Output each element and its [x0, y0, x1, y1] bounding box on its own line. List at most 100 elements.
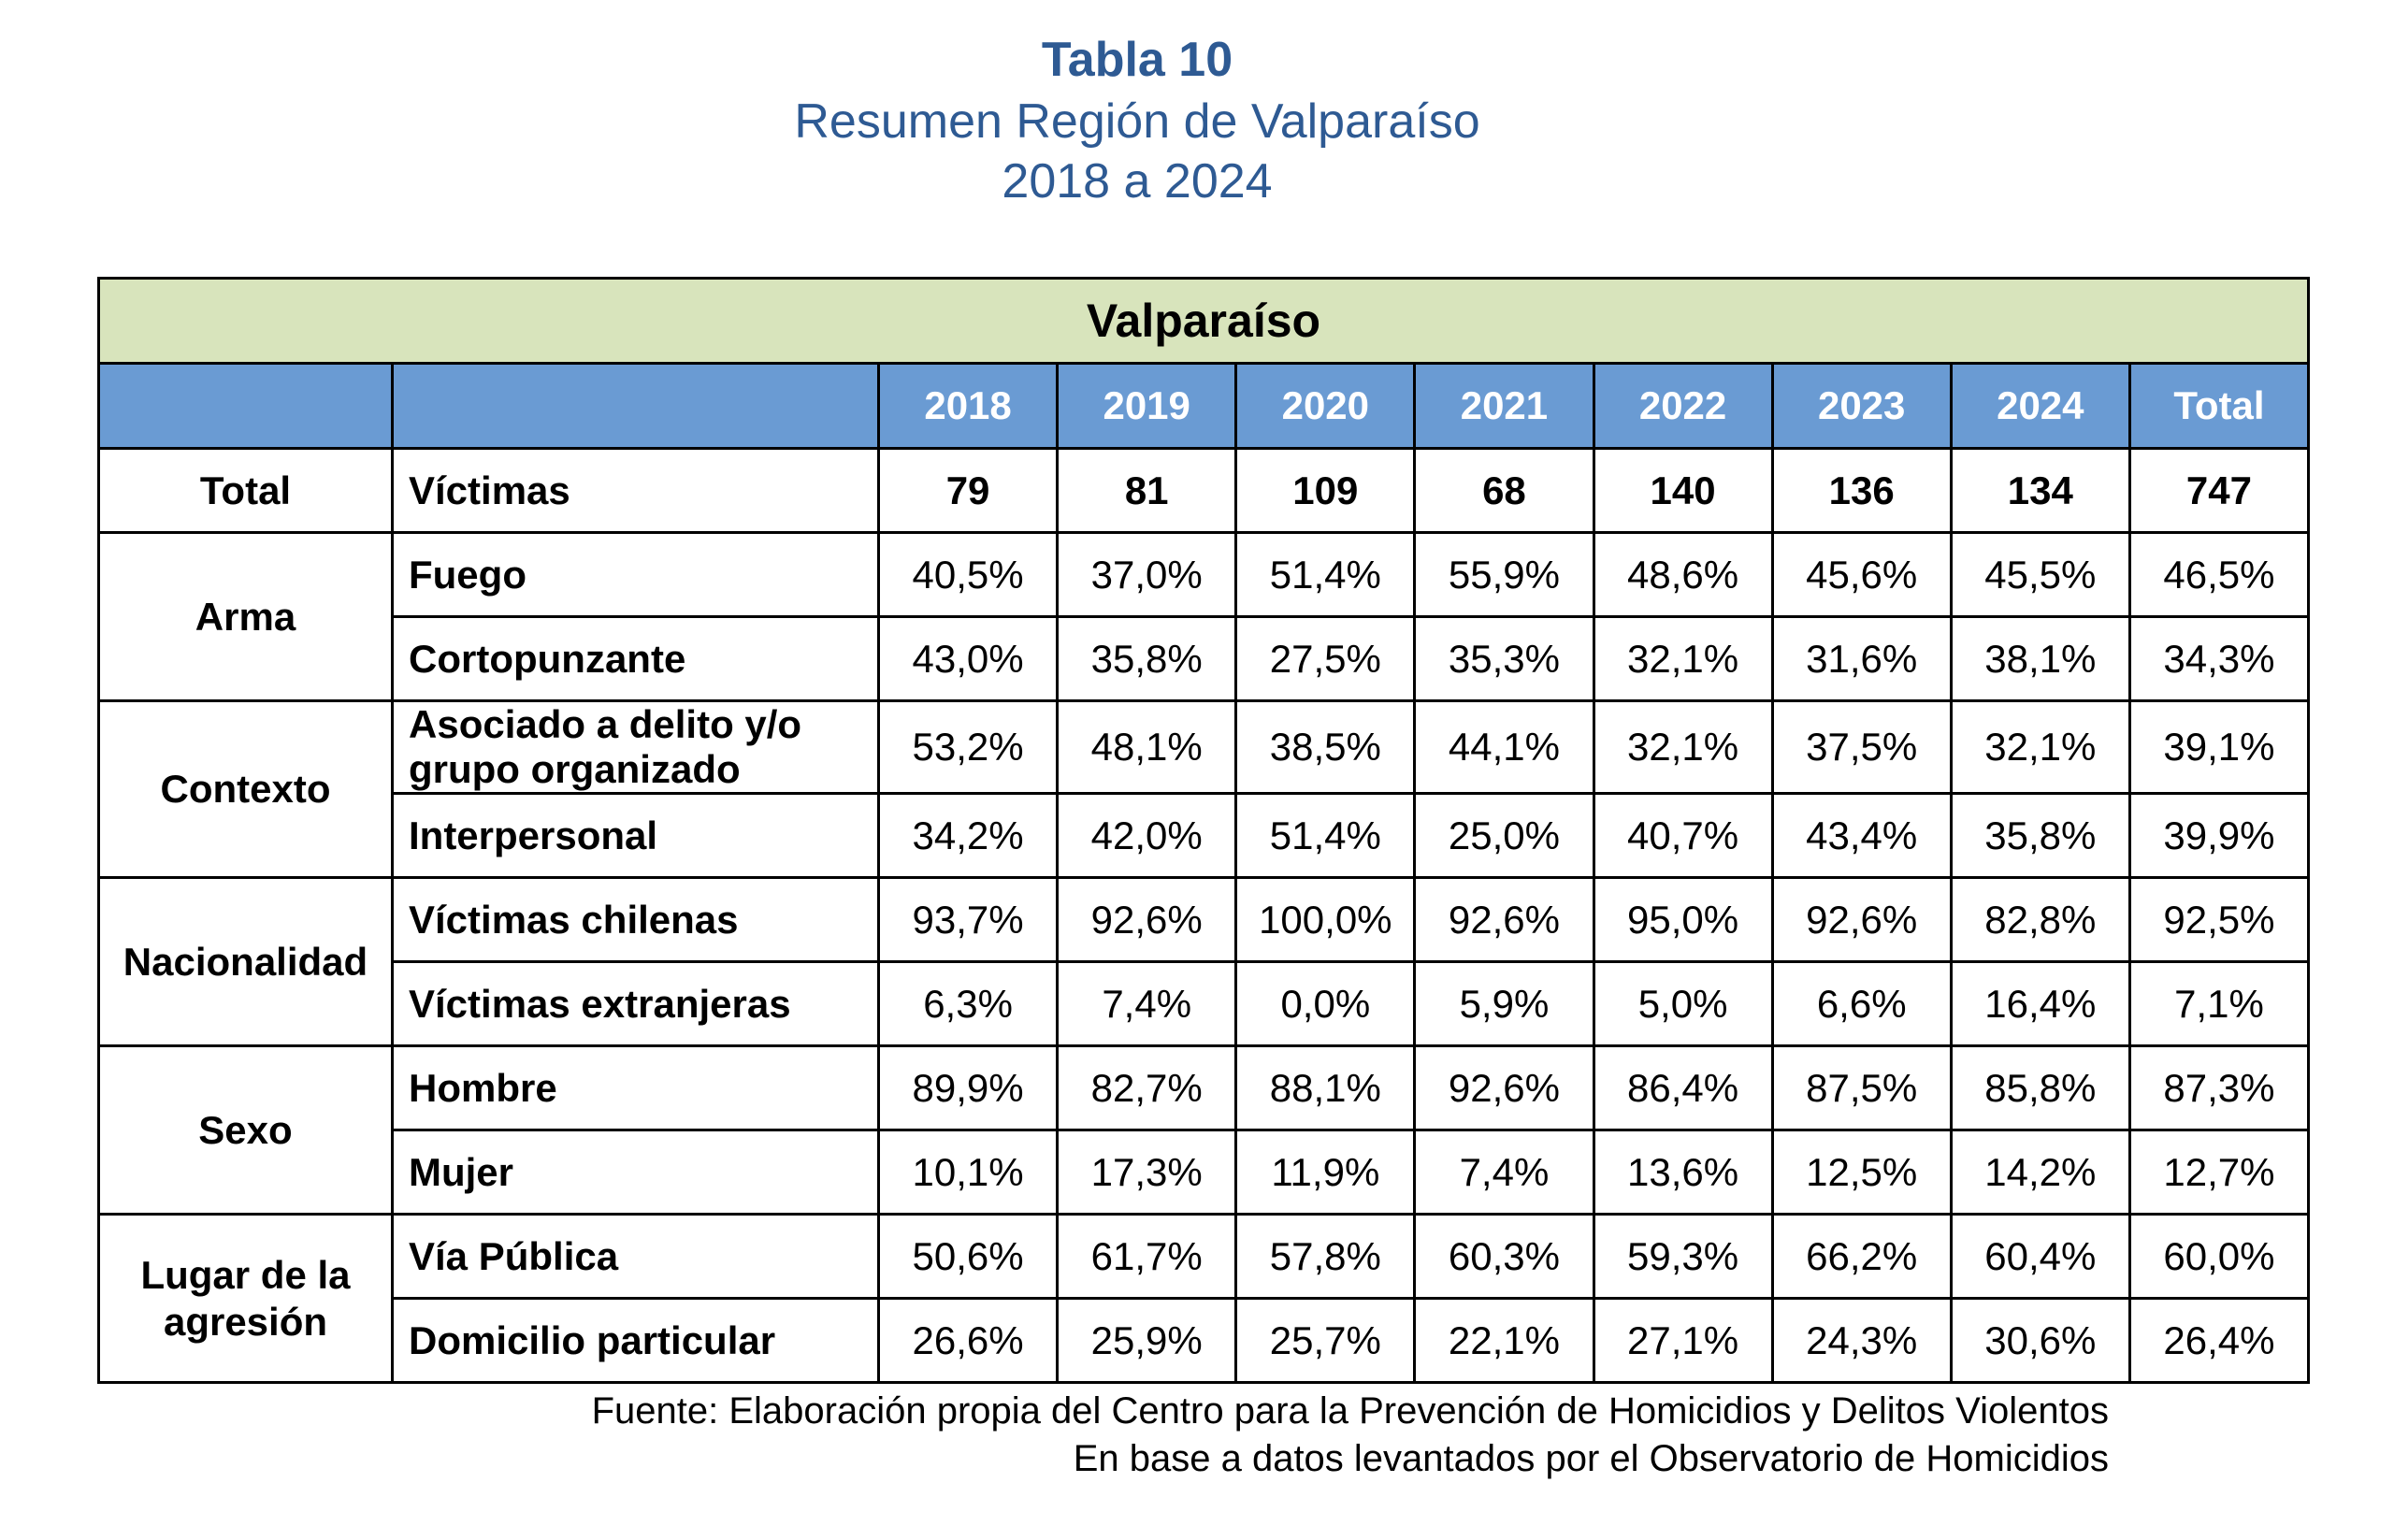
table-row: Cortopunzante 43,0% 35,8% 27,5% 35,3% 32,1% 31… [99, 615, 2311, 702]
table-cell: 59,3% [1592, 1213, 1774, 1300]
table-cell: 68 [1413, 447, 1595, 534]
region-name: Valparaíso [97, 277, 2310, 365]
table-cell: 7,1% [2127, 960, 2311, 1047]
table-cell: 61,7% [1056, 1213, 1238, 1300]
table-row: Sexo Hombre 89,9% 82,7% 88,1% 92,6% 86,4% 87,5%… [97, 1044, 2311, 1216]
table-cell: 25,0% [1413, 792, 1595, 879]
table-cell: 34,2% [876, 792, 1060, 879]
table-number: Tabla 10 [1041, 33, 1233, 87]
table-cell: 24,3% [1770, 1297, 1953, 1384]
table-cell: 32,1% [1592, 699, 1774, 795]
table-cell: 32,1% [1592, 615, 1774, 702]
row-label: Víctimas chilenas [391, 876, 880, 963]
table-cell: 50,6% [876, 1213, 1060, 1300]
source-line-1: Fuente: Elaboración propia del Centro pa… [591, 1390, 2109, 1432]
table-cell: 37,5% [1770, 699, 1953, 795]
table-cell: 87,3% [2127, 1044, 2311, 1131]
table-cell: 82,7% [1056, 1044, 1238, 1131]
table-cell: 6,3% [876, 960, 1060, 1047]
table-row: Nacionalidad Víctimas chilenas 93,7% 92,6% 1… [97, 876, 2311, 1047]
table-cell: 11,9% [1234, 1129, 1417, 1216]
table-cell: 43,0% [876, 615, 1060, 702]
table-cell: 31,6% [1770, 615, 1953, 702]
row-category: Sexo [97, 1044, 394, 1216]
table-row: Mujer 10,1% 17,3% 11,9% 7,4% 13,6% 12,5% 14,2% 1… [99, 1129, 2311, 1216]
table-cell: 42,0% [1056, 792, 1238, 879]
row-category: Contexto [97, 699, 394, 879]
table-cell: 17,3% [1056, 1129, 1238, 1216]
table-cell: 88,1% [1234, 1044, 1417, 1131]
header-blank-category [97, 362, 394, 450]
table-cell: 30,6% [1949, 1297, 2131, 1384]
table-cell: 39,9% [2127, 792, 2311, 879]
source-line-2: En base a datos levantados por el Observ… [1073, 1438, 2109, 1479]
row-label: Víctimas [391, 447, 880, 534]
table-cell: 7,4% [1056, 960, 1238, 1047]
table-cell: 747 [2127, 447, 2311, 534]
table-row: Domicilio particular 26,6% 25,9% 25,7% 22,1%… [99, 1297, 2311, 1384]
table-cell: 37,0% [1056, 531, 1238, 618]
row-category: Arma [97, 531, 394, 702]
source-note: Fuente: Elaboración propia del Centro pa… [0, 1388, 2109, 1483]
table-cell: 38,1% [1949, 615, 2131, 702]
row-label: Domicilio particular [391, 1297, 880, 1384]
table-cell: 79 [876, 447, 1060, 534]
table-cell: 27,5% [1234, 615, 1417, 702]
table-cell: 89,9% [876, 1044, 1060, 1131]
table-row: Contexto Asociado a delito y/o grupo orga… [97, 699, 2311, 879]
row-label: Cortopunzante [391, 615, 880, 702]
table-cell: 140 [1592, 447, 1774, 534]
table-cell: 92,6% [1413, 876, 1595, 963]
table-cell: 109 [1234, 447, 1417, 534]
table-cell: 45,6% [1770, 531, 1953, 618]
table-cell: 95,0% [1592, 876, 1774, 963]
table-cell: 25,9% [1056, 1297, 1238, 1384]
table-row: Interpersonal 34,2% 42,0% 51,4% 25,0% 40,7% 43… [99, 792, 2311, 879]
table-cell: 40,7% [1592, 792, 1774, 879]
table-cell: 92,5% [2127, 876, 2311, 963]
row-label: Fuego [391, 531, 880, 618]
table-cell: 43,4% [1770, 792, 1953, 879]
table-cell: 16,4% [1949, 960, 2131, 1047]
column-header-row: 2018 2019 2020 2021 2022 2023 2024 Total [97, 362, 2311, 450]
table-cell: 46,5% [2127, 531, 2311, 618]
header-blank-label [391, 362, 880, 450]
row-label: Vía Pública [391, 1213, 880, 1300]
table-cell: 5,0% [1592, 960, 1774, 1047]
header-2021: 2021 [1413, 362, 1595, 450]
region-header-row: Valparaíso [97, 277, 2310, 365]
table-cell: 53,2% [876, 699, 1060, 795]
summary-table: Valparaíso 2018 2019 2020 2021 2022 2023… [97, 277, 2311, 1384]
header-total: Total [2127, 362, 2311, 450]
row-label: Interpersonal [391, 792, 880, 879]
table-cell: 60,3% [1413, 1213, 1595, 1300]
header-2022: 2022 [1592, 362, 1774, 450]
table-cell: 82,8% [1949, 876, 2131, 963]
table-cell: 55,9% [1413, 531, 1595, 618]
row-category: Lugar de la agresión [97, 1213, 394, 1384]
row-label: Asociado a delito y/o grupo organizado [391, 699, 880, 795]
table-cell: 12,5% [1770, 1129, 1953, 1216]
table-cell: 26,6% [876, 1297, 1060, 1384]
table-cell: 48,1% [1056, 699, 1238, 795]
table-cell: 85,8% [1949, 1044, 2131, 1131]
table-cell: 34,3% [2127, 615, 2311, 702]
table-cell: 10,1% [876, 1129, 1060, 1216]
table-cell: 92,6% [1413, 1044, 1595, 1131]
table-cell: 86,4% [1592, 1044, 1774, 1131]
table-cell: 136 [1770, 447, 1953, 534]
header-2024: 2024 [1949, 362, 2131, 450]
table-cell: 40,5% [876, 531, 1060, 618]
table-cell: 0,0% [1234, 960, 1417, 1047]
header-2023: 2023 [1770, 362, 1953, 450]
row-label: Mujer [391, 1129, 880, 1216]
table-cell: 51,4% [1234, 531, 1417, 618]
header-2020: 2020 [1234, 362, 1417, 450]
table-row: Arma Fuego 40,5% 37,0% 51,4% 55,9% 48,6% 45,6% 4… [97, 531, 2311, 702]
table-cell: 60,0% [2127, 1213, 2311, 1300]
table-cell: 87,5% [1770, 1044, 1953, 1131]
table-cell: 51,4% [1234, 792, 1417, 879]
table-cell: 27,1% [1592, 1297, 1774, 1384]
table-cell: 13,6% [1592, 1129, 1774, 1216]
row-category: Total [97, 447, 394, 534]
